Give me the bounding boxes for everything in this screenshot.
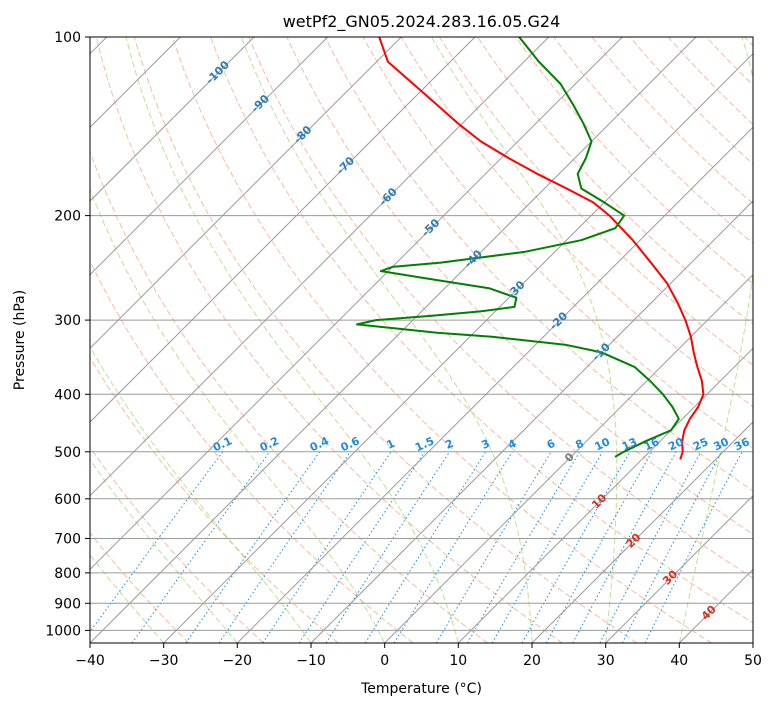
x-axis: −40 −30 −20 −10 0 10 20 30 40 50 [75, 643, 762, 669]
isotherm-line [90, 37, 476, 423]
sounding-series [356, 37, 705, 460]
dry-adiabat [95, 37, 563, 643]
isotherm-line [531, 421, 753, 643]
isotherm-line [90, 37, 623, 571]
moist-adiabat [90, 345, 312, 643]
x-tick-label: 40 [670, 653, 688, 669]
moist-adiabat [678, 37, 753, 643]
mixing-ratio-line [435, 451, 552, 643]
mixing-ratio-line [131, 451, 271, 643]
mixing-ratio-line [491, 451, 603, 643]
dry-adiabat [90, 532, 190, 643]
isotherm-line [90, 37, 402, 350]
x-tick-label: −40 [75, 653, 105, 669]
isotherm-line [90, 37, 329, 276]
isotherm-line [90, 37, 697, 643]
x-tick-label: 0 [380, 653, 389, 669]
y-tick-label: 600 [54, 492, 81, 508]
x-tick-label: 20 [523, 653, 541, 669]
isotherm-line [163, 52, 753, 643]
moist-adiabat [90, 554, 165, 643]
dry-adiabat [400, 37, 753, 408]
mixing-ratio-label: 25 [691, 435, 710, 453]
isotherm-line [310, 200, 753, 643]
dry-adiabat [438, 37, 753, 366]
x-axis-title: Temperature (°C) [360, 681, 482, 697]
moist-adiabat [125, 37, 459, 643]
dewpoint-profile-line [356, 37, 680, 458]
isotherm-line [90, 37, 550, 497]
mixing-ratio-label: 36 [732, 435, 752, 453]
mixing-ratio-label: 16 [642, 435, 662, 453]
y-tick-label: 400 [54, 387, 81, 403]
mixing-ratio-line [572, 451, 677, 643]
x-tick-label: 50 [744, 653, 762, 669]
chart-title: wetPf2_GN05.2024.283.16.05.G24 [283, 12, 561, 32]
mixing-ratio-label: 13 [620, 435, 639, 453]
dry-adiabat [90, 260, 414, 643]
mixing-ratio-label: 20 [666, 435, 686, 453]
isotherm-line [457, 347, 753, 643]
y-axis-title: Pressure (hPa) [12, 290, 28, 390]
mixing-ratio-line [364, 451, 487, 643]
mixing-ratio-line [218, 451, 351, 643]
mixing-ratio-label: 10 [593, 435, 613, 453]
dry-adiabat [210, 37, 753, 624]
x-tick-label: −10 [296, 653, 326, 669]
y-axis: 100 200 300 400 500 600 700 800 900 1000 [45, 30, 90, 639]
mixing-ratio-line [521, 451, 631, 643]
dry-adiabat [324, 37, 753, 492]
dry-adiabat [248, 37, 753, 579]
x-tick-label: −20 [223, 653, 253, 669]
y-tick-label: 300 [54, 313, 81, 329]
moist-adiabat [90, 458, 238, 643]
x-tick-label: 10 [449, 653, 467, 669]
y-tick-label: 700 [54, 532, 81, 548]
y-tick-label: 800 [54, 566, 81, 582]
moist-adiabat [90, 188, 386, 643]
mixing-ratio-label: 30 [712, 435, 732, 453]
y-tick-label: 100 [54, 30, 81, 46]
moist-adiabat [431, 37, 618, 643]
dry-adiabat [133, 37, 638, 643]
temperature-profile-line [378, 37, 705, 460]
isotherm-line [384, 273, 753, 643]
x-tick-label: −30 [149, 653, 179, 669]
mixing-ratio-line [325, 451, 451, 643]
y-tick-label: 500 [54, 445, 81, 461]
mixing-ratio-line [185, 451, 321, 643]
y-tick-label: 900 [54, 596, 81, 612]
mixing-ratio-line [467, 451, 581, 643]
dry-adiabat [286, 37, 753, 535]
isotherm-line [605, 494, 753, 643]
isotherm-line [90, 37, 255, 202]
x-tick-label: 30 [597, 653, 615, 669]
plot-frame [89, 36, 754, 644]
y-tick-label: 1000 [45, 623, 81, 639]
moist-adiabat [240, 37, 533, 643]
dry-adiabat [553, 37, 753, 245]
y-tick-label: 200 [54, 209, 81, 225]
mixing-ratio-line [393, 451, 513, 643]
isotherm-line [236, 126, 753, 643]
grid-lines [90, 37, 753, 643]
